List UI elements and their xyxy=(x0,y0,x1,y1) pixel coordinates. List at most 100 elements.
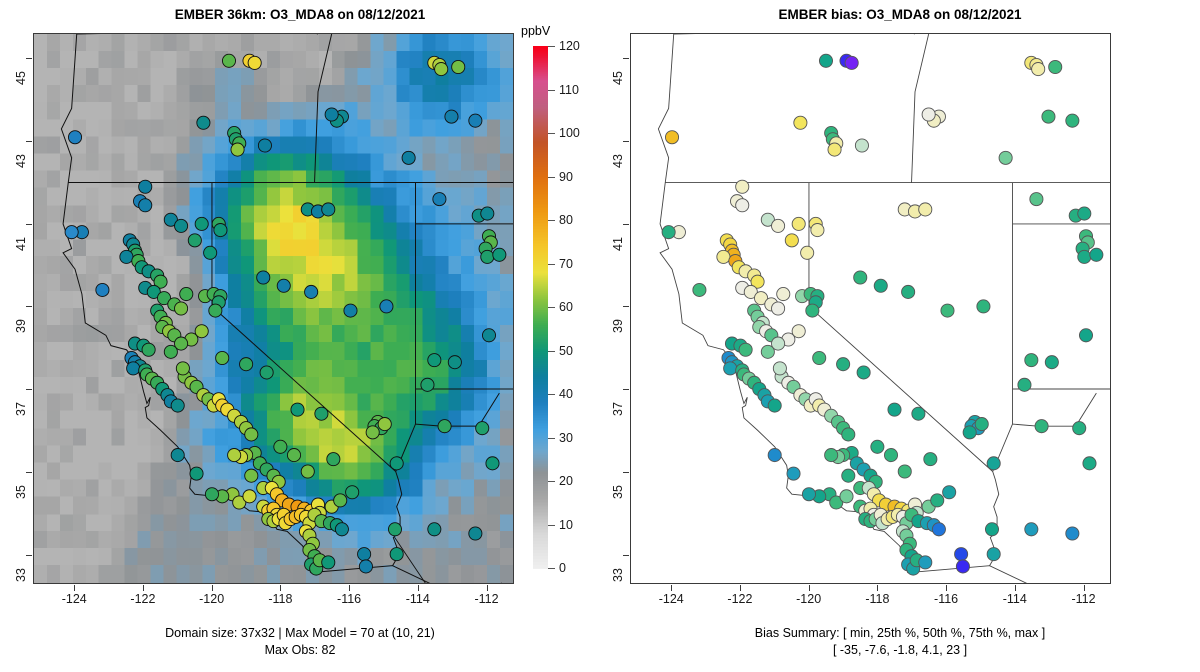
observation-site-marker[interactable] xyxy=(723,361,738,376)
observation-site-marker[interactable] xyxy=(844,55,859,70)
observation-site-marker[interactable] xyxy=(911,406,926,421)
observation-site-marker[interactable] xyxy=(735,198,750,213)
observation-site-marker[interactable] xyxy=(247,55,262,70)
observation-site-marker[interactable] xyxy=(1044,355,1059,370)
observation-site-marker[interactable] xyxy=(189,466,204,481)
observation-site-marker[interactable] xyxy=(793,115,808,130)
observation-site-marker[interactable] xyxy=(420,377,435,392)
observation-site-marker[interactable] xyxy=(213,223,228,238)
observation-site-marker[interactable] xyxy=(119,249,134,264)
observation-site-marker[interactable] xyxy=(841,427,856,442)
observation-site-marker[interactable] xyxy=(854,138,869,153)
observation-site-marker[interactable] xyxy=(786,466,801,481)
observation-site-marker[interactable] xyxy=(873,278,888,293)
observation-site-marker[interactable] xyxy=(923,452,938,467)
observation-site-marker[interactable] xyxy=(480,206,495,221)
observation-site-marker[interactable] xyxy=(387,522,403,537)
observation-site-marker[interactable] xyxy=(239,357,254,372)
observation-site-marker[interactable] xyxy=(856,365,871,380)
observation-site-marker[interactable] xyxy=(242,489,257,504)
observation-site-marker[interactable] xyxy=(174,218,189,233)
observation-site-marker[interactable] xyxy=(984,522,1000,537)
observation-site-marker[interactable] xyxy=(1078,328,1094,343)
observation-site-marker[interactable] xyxy=(321,555,336,570)
observation-site-marker[interactable] xyxy=(853,270,868,285)
observation-site-marker[interactable] xyxy=(760,212,775,227)
observation-site-marker[interactable] xyxy=(437,419,452,434)
observation-site-marker[interactable] xyxy=(208,303,223,318)
observation-site-marker[interactable] xyxy=(326,452,341,467)
observation-site-marker[interactable] xyxy=(138,179,153,194)
observation-site-marker[interactable] xyxy=(738,342,753,357)
observation-site-marker[interactable] xyxy=(954,547,969,562)
observation-site-marker[interactable] xyxy=(95,282,110,297)
observation-site-marker[interactable] xyxy=(379,299,394,314)
observation-site-marker[interactable] xyxy=(750,274,765,289)
observation-site-marker[interactable] xyxy=(976,299,991,314)
observation-site-marker[interactable] xyxy=(343,303,358,318)
observation-site-marker[interactable] xyxy=(1072,421,1087,436)
observation-site-marker[interactable] xyxy=(760,344,775,359)
observation-site-marker[interactable] xyxy=(716,249,731,264)
observation-site-marker[interactable] xyxy=(1041,109,1056,124)
observation-site-marker[interactable] xyxy=(230,142,245,157)
observation-site-marker[interactable] xyxy=(304,284,319,299)
observation-site-marker[interactable] xyxy=(286,448,302,463)
observation-site-marker[interactable] xyxy=(227,448,242,463)
observation-site-marker[interactable] xyxy=(791,216,806,231)
observation-site-marker[interactable] xyxy=(358,559,373,574)
observation-site-marker[interactable] xyxy=(324,107,339,122)
observation-site-marker[interactable] xyxy=(824,448,839,463)
observation-site-marker[interactable] xyxy=(767,448,782,463)
observation-site-marker[interactable] xyxy=(784,233,799,248)
observation-site-marker[interactable] xyxy=(333,493,348,508)
observation-site-marker[interactable] xyxy=(138,198,153,213)
observation-site-marker[interactable] xyxy=(841,468,856,483)
observation-site-marker[interactable] xyxy=(810,223,825,238)
observation-site-marker[interactable] xyxy=(244,468,259,483)
observation-site-marker[interactable] xyxy=(829,495,844,510)
observation-site-marker[interactable] xyxy=(883,448,899,463)
observation-site-marker[interactable] xyxy=(767,398,782,413)
observation-site-marker[interactable] xyxy=(887,402,902,417)
observation-site-marker[interactable] xyxy=(64,225,79,240)
observation-site-marker[interactable] xyxy=(771,301,786,316)
observation-site-marker[interactable] xyxy=(434,62,449,77)
observation-site-marker[interactable] xyxy=(805,303,820,318)
observation-site-marker[interactable] xyxy=(1031,62,1046,77)
observation-site-marker[interactable] xyxy=(427,353,442,368)
observation-site-marker[interactable] xyxy=(897,464,912,479)
observation-site-marker[interactable] xyxy=(827,142,842,157)
observation-site-marker[interactable] xyxy=(1065,113,1080,128)
observation-site-marker[interactable] xyxy=(870,439,885,454)
observation-site-marker[interactable] xyxy=(940,303,955,318)
observation-site-marker[interactable] xyxy=(468,526,483,541)
observation-site-marker[interactable] xyxy=(921,107,936,122)
observation-site-marker[interactable] xyxy=(955,559,970,574)
observation-site-marker[interactable] xyxy=(931,522,946,537)
observation-site-marker[interactable] xyxy=(743,284,758,299)
observation-site-marker[interactable] xyxy=(818,53,834,68)
observation-site-marker[interactable] xyxy=(468,113,483,128)
observation-site-marker[interactable] xyxy=(791,324,806,339)
observation-site-marker[interactable] xyxy=(153,274,168,289)
observation-site-marker[interactable] xyxy=(163,212,178,227)
observation-site-marker[interactable] xyxy=(485,456,500,471)
observation-site-marker[interactable] xyxy=(930,493,945,508)
observation-site-marker[interactable] xyxy=(771,218,786,233)
observation-site-marker[interactable] xyxy=(661,225,676,240)
observation-site-marker[interactable] xyxy=(232,495,247,510)
observation-site-marker[interactable] xyxy=(665,130,680,145)
observation-site-marker[interactable] xyxy=(986,456,1001,471)
observation-site-marker[interactable] xyxy=(444,109,459,124)
observation-site-marker[interactable] xyxy=(475,421,490,436)
observation-site-marker[interactable] xyxy=(377,417,392,432)
observation-site-marker[interactable] xyxy=(447,355,462,370)
observation-site-marker[interactable] xyxy=(146,284,161,299)
observation-site-marker[interactable] xyxy=(345,485,360,500)
observation-site-marker[interactable] xyxy=(256,270,271,285)
observation-site-marker[interactable] xyxy=(334,522,349,537)
observation-site-marker[interactable] xyxy=(389,456,404,471)
observation-site-marker[interactable] xyxy=(196,115,211,130)
observation-site-marker[interactable] xyxy=(1077,206,1092,221)
